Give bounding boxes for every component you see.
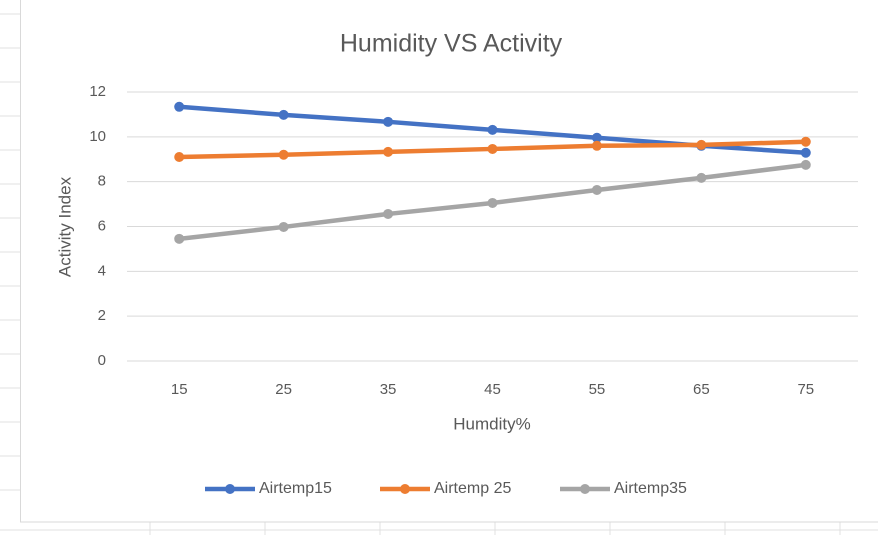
- y-tick-label: 4: [98, 262, 106, 279]
- x-tick-label: 35: [380, 381, 397, 398]
- data-point: [591, 132, 602, 143]
- x-tick-label: 55: [589, 381, 606, 398]
- data-point: [696, 172, 707, 183]
- legend-marker: [225, 484, 235, 494]
- legend-marker: [400, 484, 410, 494]
- data-point: [278, 221, 289, 232]
- y-tick-label: 12: [89, 83, 106, 100]
- data-point: [591, 184, 602, 195]
- data-point: [487, 143, 498, 154]
- data-point: [800, 147, 811, 158]
- x-tick-label: 75: [797, 381, 814, 398]
- y-tick-label: 2: [98, 307, 106, 324]
- data-point: [591, 140, 602, 151]
- data-point: [383, 146, 394, 157]
- data-point: [174, 152, 185, 163]
- y-axis-title: Activity Index: [55, 176, 74, 277]
- x-tick-label: 25: [275, 381, 292, 398]
- data-point: [383, 116, 394, 127]
- data-point: [800, 136, 811, 147]
- data-point: [383, 208, 394, 219]
- chart-area: [20, 0, 878, 523]
- data-point: [487, 124, 498, 135]
- legend-marker: [580, 484, 590, 494]
- y-tick-label: 0: [98, 352, 106, 369]
- legend-text: Airtemp35: [614, 480, 687, 497]
- x-tick-label: 15: [171, 381, 188, 398]
- data-point: [278, 149, 289, 160]
- legend-text: Airtemp 25: [434, 480, 511, 497]
- chart-title: Humidity VS Activity: [340, 30, 563, 58]
- x-axis-title: Humdity%: [453, 414, 530, 433]
- data-point: [800, 159, 811, 170]
- y-tick-label: 10: [89, 128, 106, 145]
- spreadsheet-grid: [0, 13, 878, 535]
- data-point: [696, 139, 707, 150]
- data-point: [174, 233, 185, 244]
- legend-text: Airtemp15: [259, 480, 332, 497]
- data-point: [174, 101, 185, 112]
- y-tick-label: 6: [98, 217, 106, 234]
- y-tick-label: 8: [98, 173, 106, 190]
- data-point: [487, 197, 498, 208]
- data-point: [278, 109, 289, 120]
- x-tick-label: 65: [693, 381, 710, 398]
- x-tick-label: 45: [484, 381, 501, 398]
